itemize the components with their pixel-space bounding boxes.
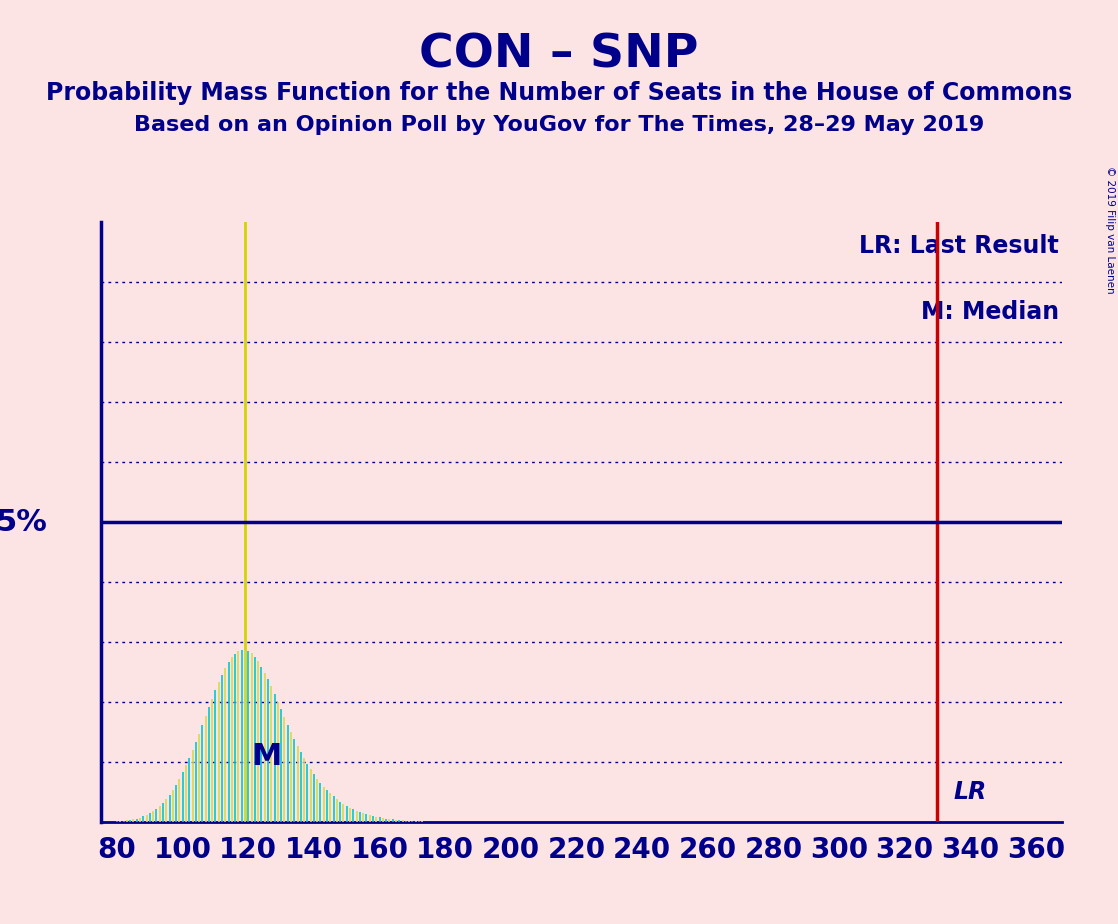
Text: © 2019 Filip van Laenen: © 2019 Filip van Laenen	[1106, 166, 1115, 294]
Text: Probability Mass Function for the Number of Seats in the House of Commons: Probability Mass Function for the Number…	[46, 81, 1072, 105]
Text: M: Median: M: Median	[921, 299, 1059, 323]
Text: CON – SNP: CON – SNP	[419, 32, 699, 78]
Text: LR: LR	[954, 781, 987, 804]
Text: LR: Last Result: LR: Last Result	[860, 234, 1059, 258]
Text: 5%: 5%	[0, 507, 48, 537]
Text: M: M	[252, 742, 282, 772]
Text: Based on an Opinion Poll by YouGov for The Times, 28–29 May 2019: Based on an Opinion Poll by YouGov for T…	[134, 115, 984, 135]
